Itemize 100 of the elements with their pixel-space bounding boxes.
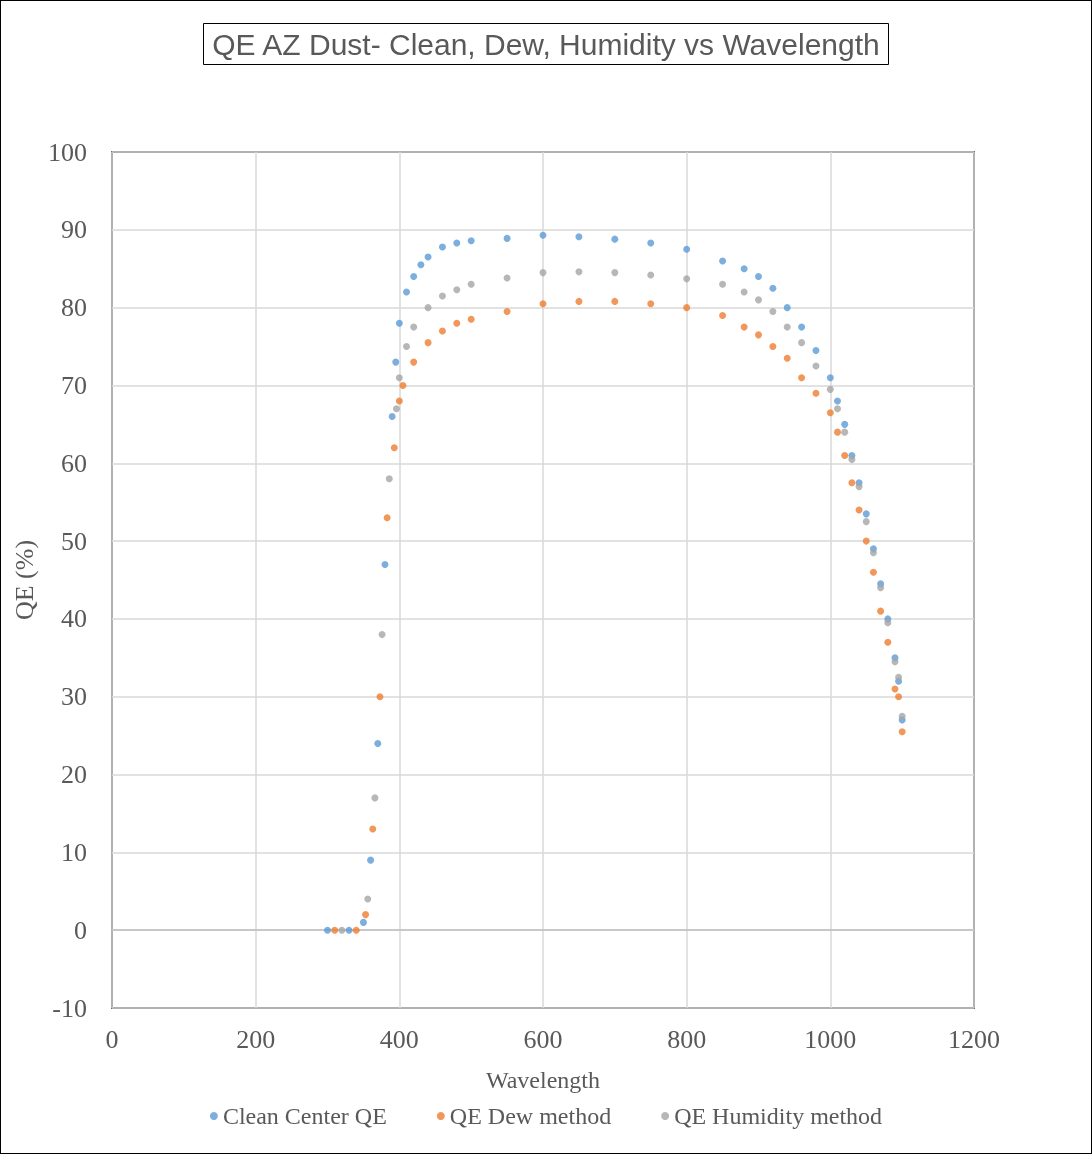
point bbox=[381, 560, 389, 568]
x-tick-label: 400 bbox=[379, 1024, 419, 1054]
point bbox=[719, 311, 727, 319]
point bbox=[755, 331, 762, 339]
point bbox=[539, 269, 547, 277]
y-tick-label: 70 bbox=[61, 370, 87, 400]
point bbox=[392, 405, 400, 413]
point bbox=[331, 926, 339, 934]
x-tick-label: 1200 bbox=[948, 1024, 1000, 1054]
point bbox=[848, 479, 856, 487]
x-tick-label: 1000 bbox=[804, 1024, 857, 1054]
point bbox=[345, 926, 353, 934]
point bbox=[895, 693, 903, 701]
point bbox=[740, 288, 748, 296]
point bbox=[611, 269, 619, 277]
point bbox=[410, 273, 418, 281]
point bbox=[390, 444, 398, 452]
point bbox=[399, 381, 407, 389]
point bbox=[424, 304, 432, 312]
y-tick-label: 50 bbox=[61, 526, 87, 556]
point bbox=[848, 455, 856, 463]
legend-label: QE Humidity method bbox=[674, 1103, 883, 1129]
point bbox=[364, 895, 372, 903]
y-tick-label: -10 bbox=[52, 993, 87, 1023]
point bbox=[503, 234, 511, 242]
point bbox=[769, 308, 777, 316]
x-tick-label: 0 bbox=[105, 1024, 119, 1054]
y-tick-label: 80 bbox=[61, 293, 87, 323]
point bbox=[410, 323, 418, 331]
point bbox=[884, 619, 892, 627]
point bbox=[719, 257, 727, 265]
point bbox=[841, 420, 849, 428]
point bbox=[647, 300, 655, 308]
point bbox=[740, 323, 748, 331]
x-axis-title: Wavelength bbox=[485, 1067, 601, 1093]
point bbox=[369, 825, 377, 833]
point bbox=[410, 358, 418, 366]
point bbox=[392, 358, 400, 366]
y-tick-label: 40 bbox=[61, 604, 87, 634]
y-tick-label: 90 bbox=[61, 215, 87, 245]
point bbox=[467, 315, 475, 323]
point bbox=[453, 286, 461, 294]
point bbox=[453, 319, 461, 327]
point bbox=[324, 926, 331, 934]
point bbox=[719, 280, 727, 288]
point bbox=[647, 239, 655, 247]
point bbox=[539, 300, 547, 308]
y-axis-title: QE (%) bbox=[9, 539, 39, 621]
point bbox=[798, 374, 806, 382]
legend-label: QE Dew method bbox=[449, 1103, 612, 1129]
point bbox=[438, 243, 446, 251]
point bbox=[834, 397, 842, 405]
point bbox=[755, 296, 762, 304]
point bbox=[453, 239, 461, 247]
x-tick-label: 200 bbox=[236, 1024, 276, 1054]
point bbox=[683, 304, 691, 312]
point bbox=[417, 261, 425, 269]
point bbox=[855, 483, 863, 491]
point bbox=[812, 346, 820, 354]
point bbox=[826, 374, 834, 382]
point bbox=[371, 794, 379, 802]
point bbox=[403, 288, 411, 296]
point bbox=[798, 339, 806, 347]
point bbox=[503, 308, 511, 316]
point bbox=[834, 405, 842, 413]
point bbox=[424, 339, 432, 347]
point bbox=[884, 638, 892, 646]
point bbox=[388, 413, 396, 421]
legend-label: Clean Center QE bbox=[222, 1103, 387, 1129]
chart-title: QE AZ Dust- Clean, Dew, Humidity vs Wavelength bbox=[212, 27, 880, 61]
y-tick-label: 100 bbox=[48, 137, 87, 167]
point bbox=[798, 323, 806, 331]
y-tick-label: 60 bbox=[61, 448, 87, 478]
point bbox=[395, 397, 403, 405]
point bbox=[862, 518, 870, 526]
point bbox=[862, 537, 870, 545]
point bbox=[378, 630, 386, 638]
point bbox=[395, 374, 403, 382]
point bbox=[403, 343, 411, 351]
point bbox=[826, 385, 834, 393]
point bbox=[740, 265, 748, 273]
point bbox=[383, 514, 391, 522]
point bbox=[783, 354, 791, 362]
x-tick-label: 800 bbox=[667, 1024, 707, 1054]
point bbox=[891, 658, 899, 666]
point bbox=[683, 245, 691, 253]
point bbox=[374, 739, 382, 747]
point bbox=[877, 607, 885, 615]
point bbox=[869, 568, 877, 576]
point bbox=[338, 926, 346, 934]
point bbox=[895, 673, 903, 681]
point bbox=[359, 918, 367, 926]
point bbox=[376, 693, 384, 701]
point bbox=[539, 231, 547, 239]
point bbox=[812, 389, 820, 397]
point bbox=[769, 343, 777, 351]
point bbox=[862, 510, 870, 518]
point bbox=[438, 327, 446, 335]
point bbox=[575, 233, 583, 241]
point bbox=[783, 304, 791, 312]
